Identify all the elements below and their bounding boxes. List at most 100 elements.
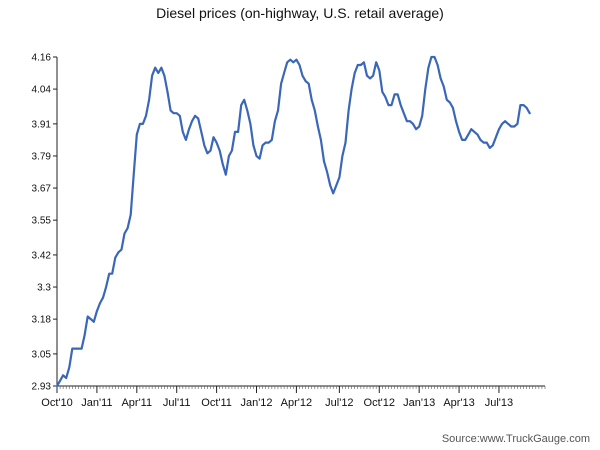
data-point [194, 115, 196, 117]
data-point [77, 348, 80, 350]
data-point [255, 155, 258, 157]
data-point [498, 128, 500, 130]
data-point [507, 123, 509, 125]
data-point [96, 310, 98, 312]
data-point [470, 128, 472, 130]
data-point [440, 77, 442, 79]
data-point [277, 109, 279, 112]
data-point [473, 131, 475, 133]
data-point [246, 109, 248, 112]
data-point [366, 75, 368, 77]
x-tick-label: Apr'13 [443, 397, 474, 409]
data-point [216, 142, 218, 144]
data-point [335, 184, 337, 186]
data-point [344, 142, 347, 144]
data-point [529, 112, 531, 114]
data-point [427, 67, 429, 69]
x-tick-label: Jul'12 [325, 397, 353, 409]
data-point [120, 249, 123, 251]
data-point [289, 59, 291, 61]
data-point [372, 75, 374, 77]
data-point [486, 142, 488, 144]
data-point [516, 123, 519, 125]
data-point [209, 150, 212, 152]
data-point [240, 104, 242, 106]
data-point [59, 380, 61, 382]
data-point [311, 99, 313, 101]
data-point [489, 147, 491, 149]
data-point [234, 131, 236, 133]
y-axis: 4.16 4.04 3.91 3.79 3.67 3.55 3.42 3.3 3.18 3.05 2… [32, 53, 58, 393]
data-point [265, 142, 267, 144]
y-tick-label: 3.79 [32, 151, 52, 162]
data-point [295, 59, 297, 61]
data-point [185, 139, 187, 141]
data-point [301, 75, 304, 77]
data-point [348, 109, 350, 112]
data-point [62, 374, 64, 376]
data-point [68, 366, 70, 368]
data-point [203, 144, 205, 146]
data-point [231, 150, 233, 152]
data-point [182, 131, 184, 133]
data-point [108, 273, 110, 275]
data-point [111, 273, 113, 275]
data-point [403, 112, 405, 114]
data-point [317, 125, 319, 128]
data-point [286, 61, 288, 63]
data-point [437, 64, 439, 66]
data-point [406, 120, 408, 122]
data-point [397, 93, 399, 95]
data-point [145, 115, 147, 117]
data-point [492, 144, 494, 146]
data-point [252, 144, 254, 146]
data-point [443, 85, 445, 87]
source-credit: Source:www.TruckGauge.com [441, 433, 590, 445]
x-tick-label: Oct'12 [364, 397, 395, 409]
data-point [452, 107, 454, 109]
data-point [170, 109, 172, 112]
data-point [314, 109, 316, 112]
data-point [262, 144, 264, 146]
data-point [212, 136, 215, 138]
data-point [357, 64, 359, 66]
data-point [274, 120, 276, 122]
data-point [237, 131, 239, 133]
x-tick-label: Oct'11 [201, 397, 232, 409]
data-point [99, 302, 101, 304]
data-point [415, 128, 417, 130]
data-point [117, 251, 119, 253]
x-tick-label: Apr'12 [281, 397, 312, 409]
data-point [191, 120, 193, 122]
data-point [390, 104, 393, 106]
data-point [249, 123, 251, 125]
data-point [271, 139, 273, 141]
data-point [455, 120, 457, 122]
data-point [84, 334, 86, 336]
data-point [148, 99, 150, 101]
data-point [127, 227, 129, 229]
data-point [243, 99, 245, 101]
data-point [176, 112, 178, 114]
data-point [424, 88, 426, 90]
data-point [449, 101, 451, 104]
series-layer [55, 55, 531, 388]
y-tick-label: 3.91 [32, 119, 52, 130]
data-point [332, 192, 334, 194]
data-point [136, 134, 138, 136]
data-point [123, 232, 126, 235]
data-point [375, 61, 377, 63]
y-tick-label: 3.18 [32, 315, 52, 326]
data-point [467, 134, 469, 136]
data-point [476, 134, 479, 136]
data-point [354, 72, 356, 74]
data-point [133, 174, 135, 176]
data-point [268, 142, 270, 144]
data-point [151, 75, 153, 77]
data-point [308, 83, 310, 85]
data-point [163, 75, 165, 77]
data-point [81, 348, 83, 350]
data-point [387, 104, 390, 106]
data-point [351, 88, 353, 90]
data-point [139, 123, 141, 125]
